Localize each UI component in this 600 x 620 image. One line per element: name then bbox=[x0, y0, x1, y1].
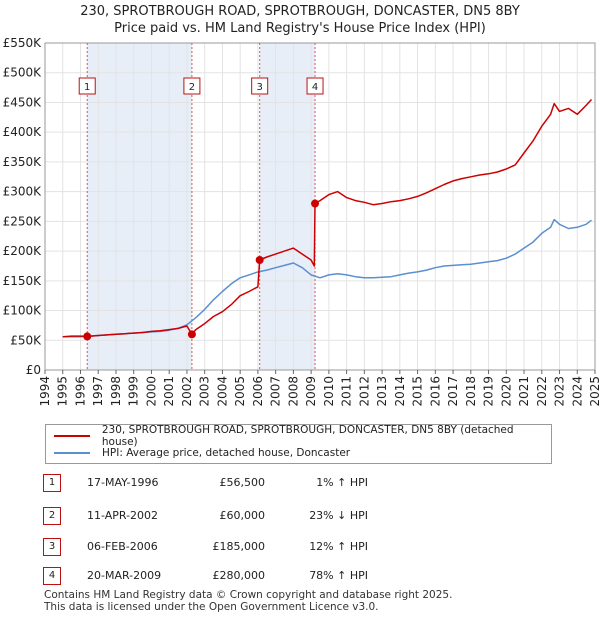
legend-item-property: 230, SPROTBROUGH ROAD, SPROTBROUGH, DONC… bbox=[54, 424, 551, 448]
y-tick-label: £100K bbox=[3, 304, 43, 318]
y-tick-label: £50K bbox=[10, 333, 42, 347]
x-tick-label: 2019 bbox=[482, 376, 496, 407]
x-tick-label: 2023 bbox=[553, 376, 567, 407]
transaction-hpi-delta: 1% ↑ HPI bbox=[316, 476, 368, 489]
shaded-ownership-span bbox=[87, 43, 192, 370]
transaction-hpi-delta: 78% ↑ HPI bbox=[309, 569, 368, 582]
x-tick-label: 2002 bbox=[180, 376, 194, 407]
y-tick-label: £200K bbox=[3, 244, 43, 258]
chart-legend: 230, SPROTBROUGH ROAD, SPROTBROUGH, DONC… bbox=[45, 424, 552, 464]
y-tick-label: £450K bbox=[3, 95, 43, 109]
x-tick-label: 2020 bbox=[499, 376, 513, 407]
y-tick-label: £150K bbox=[3, 274, 43, 288]
transaction-row: 4 20-MAR-2009 £280,000 78% ↑ HPI bbox=[43, 567, 383, 587]
x-tick-label: 2007 bbox=[269, 376, 283, 407]
x-tick-label: 2001 bbox=[162, 376, 176, 407]
sale-marker-label: 1 bbox=[84, 82, 90, 93]
x-tick-label: 2011 bbox=[340, 376, 354, 407]
x-tick-label: 2021 bbox=[517, 376, 531, 407]
x-tick-label: 2015 bbox=[411, 376, 425, 407]
transaction-date: 06-FEB-2006 bbox=[87, 540, 158, 553]
x-tick-label: 2022 bbox=[535, 376, 549, 407]
transaction-date: 20-MAR-2009 bbox=[87, 569, 162, 582]
sale-marker-box bbox=[251, 77, 269, 95]
y-tick-label: £250K bbox=[3, 214, 43, 228]
x-tick-label: 2003 bbox=[198, 376, 212, 407]
sale-marker-label: 3 bbox=[256, 82, 262, 93]
sale-marker-box bbox=[306, 77, 324, 95]
y-tick-label: £400K bbox=[3, 125, 43, 139]
y-tick-label: £300K bbox=[3, 185, 43, 199]
x-tick-label: 2006 bbox=[251, 376, 265, 407]
transaction-row: 1 17-MAY-1996 £56,500 1% ↑ HPI bbox=[43, 474, 383, 494]
footer-licence: This data is licensed under the Open Gov… bbox=[44, 601, 379, 613]
x-tick-label: 2009 bbox=[304, 376, 318, 407]
x-tick-label: 2018 bbox=[464, 376, 478, 407]
transaction-price: £185,000 bbox=[212, 540, 266, 553]
x-tick-label: 2016 bbox=[428, 376, 442, 407]
legend-label-property: 230, SPROTBROUGH ROAD, SPROTBROUGH, DONC… bbox=[101, 424, 514, 448]
y-tick-label: £0 bbox=[26, 363, 41, 377]
transaction-row: 2 11-APR-2002 £60,000 23% ↓ HPI bbox=[43, 507, 383, 527]
x-tick-label: 2013 bbox=[375, 376, 389, 407]
x-tick-label: 1997 bbox=[91, 376, 105, 407]
transaction-number: 1 bbox=[43, 474, 61, 492]
y-tick-label: £350K bbox=[3, 155, 43, 169]
shaded-ownership-span bbox=[259, 43, 316, 370]
sale-point bbox=[187, 330, 196, 339]
price-chart: £0 £50K £100K £150K £200K £250K £300K £350K £400… bbox=[3, 36, 600, 407]
transaction-number: 2 bbox=[43, 507, 61, 525]
y-tick-label: £550K bbox=[3, 36, 43, 50]
legend-label-hpi: HPI: Average price, detached house, Donc… bbox=[102, 447, 351, 459]
x-tick-label: 2004 bbox=[215, 376, 229, 407]
legend-item-hpi: HPI: Average price, detached house, Donc… bbox=[54, 445, 350, 461]
x-tick-label: 2008 bbox=[286, 376, 300, 407]
footer-copyright: Contains HM Land Registry data © Crown c… bbox=[44, 589, 453, 601]
sale-marker-label: 2 bbox=[189, 82, 195, 93]
transaction-price: £280,000 bbox=[212, 569, 266, 582]
x-tick-label: 2017 bbox=[446, 376, 460, 407]
sale-point bbox=[255, 256, 264, 265]
footer: Contains HM Land Registry data © Crown c… bbox=[44, 589, 452, 613]
legend-swatch-property bbox=[54, 435, 90, 437]
x-tick-label: 2012 bbox=[357, 376, 371, 407]
transaction-price: £56,500 bbox=[219, 476, 266, 489]
x-tick-label: 2000 bbox=[144, 376, 158, 407]
plot-frame bbox=[44, 42, 596, 371]
x-tick-label: 2014 bbox=[393, 376, 407, 407]
x-tick-label: 1998 bbox=[109, 376, 123, 407]
sale-marker-label: 4 bbox=[312, 82, 318, 93]
x-tick-label: 1994 bbox=[38, 376, 52, 407]
transaction-date: 17-MAY-1996 bbox=[87, 476, 159, 489]
chart-subtitle: Price paid vs. HM Land Registry's House … bbox=[114, 21, 486, 36]
sale-marker-box bbox=[183, 77, 201, 95]
x-tick-label: 1999 bbox=[127, 376, 141, 407]
legend-swatch-hpi bbox=[54, 452, 90, 454]
transaction-date: 11-APR-2002 bbox=[87, 509, 159, 522]
transaction-row: 3 06-FEB-2006 £185,000 12% ↑ HPI bbox=[43, 538, 383, 558]
transaction-price: £60,000 bbox=[219, 509, 266, 522]
x-tick-label: 2024 bbox=[570, 376, 584, 407]
x-tick-label: 2010 bbox=[322, 376, 336, 407]
chart-title: 230, SPROTBROUGH ROAD, SPROTBROUGH, DONC… bbox=[80, 4, 520, 19]
sale-point bbox=[83, 332, 92, 341]
x-tick-label: 1995 bbox=[56, 376, 70, 407]
transaction-number: 4 bbox=[43, 567, 61, 585]
x-tick-label: 1996 bbox=[73, 376, 87, 407]
sale-marker-box bbox=[78, 77, 96, 95]
sale-point bbox=[311, 199, 320, 208]
y-tick-label: £500K bbox=[3, 66, 43, 80]
x-tick-label: 2005 bbox=[233, 376, 247, 407]
transaction-hpi-delta: 12% ↑ HPI bbox=[309, 540, 368, 553]
transaction-number: 3 bbox=[43, 538, 61, 556]
transaction-hpi-delta: 23% ↓ HPI bbox=[309, 509, 368, 522]
x-tick-label: 2025 bbox=[588, 376, 600, 407]
